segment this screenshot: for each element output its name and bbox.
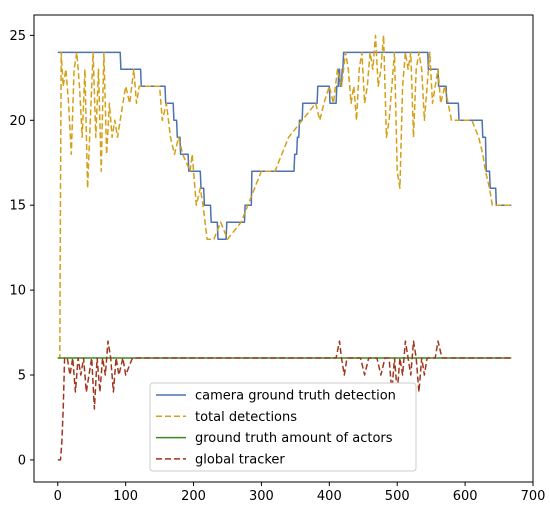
x-tick-label: 300 (249, 489, 274, 504)
x-tick-label: 600 (453, 489, 478, 504)
y-tick-label: 0 (18, 453, 26, 468)
legend-label-total-detections: total detections (195, 410, 297, 425)
legend-label-ground-truth-amount-of-actors: ground truth amount of actors (195, 431, 393, 446)
x-tick-label: 700 (521, 489, 546, 504)
legend: camera ground truth detection total detec… (149, 382, 417, 472)
x-tick-label: 100 (113, 489, 138, 504)
legend-box (149, 382, 417, 472)
y-tick-label: 15 (9, 199, 26, 214)
series-line-global-tracker (57, 340, 512, 461)
x-tick-label: 200 (181, 489, 206, 504)
y-tick-label: 20 (9, 114, 26, 129)
x-tick-label: 0 (54, 489, 62, 504)
plot-frame (33, 14, 534, 483)
y-tick-label: 5 (18, 369, 26, 384)
x-tick-label: 500 (385, 489, 410, 504)
legend-label-camera-ground-truth-detection: camera ground truth detection (195, 389, 396, 404)
y-tick-label: 10 (9, 284, 26, 299)
series-line-camera-ground-truth-detection (57, 51, 512, 240)
y-tick-label: 25 (9, 29, 26, 44)
x-tick-label: 400 (317, 489, 342, 504)
legend-label-global-tracker: global tracker (195, 452, 285, 467)
